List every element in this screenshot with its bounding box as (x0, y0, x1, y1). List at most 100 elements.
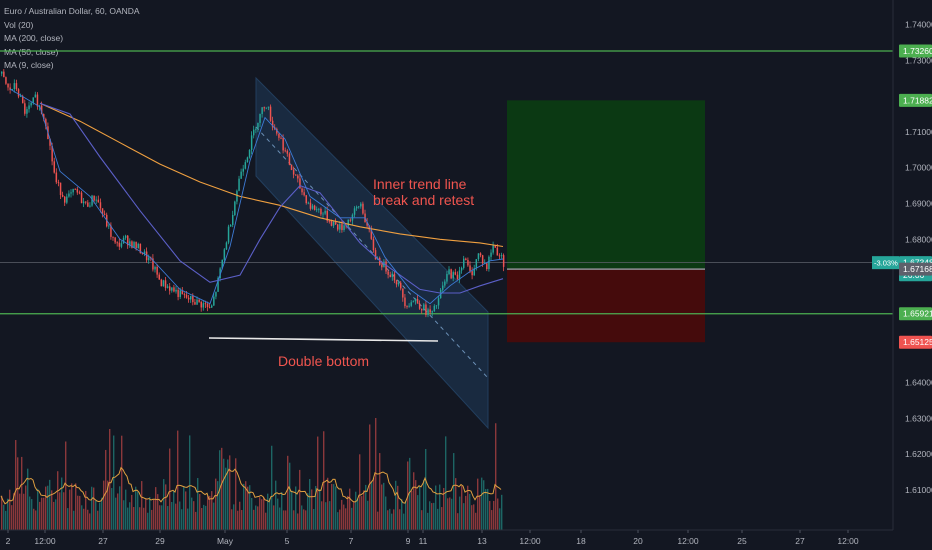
time-axis[interactable]: 2 12:00 27 29 May 5 7 9 11 13 12:00 18 20 12:00 25 27 12… (6, 530, 859, 546)
volume-bar (329, 501, 331, 530)
candle-body (103, 213, 106, 215)
candle-body (444, 281, 446, 286)
price-tick-label: 1.69000 (905, 199, 932, 209)
volume-bar (301, 505, 303, 530)
volume-bar (73, 510, 75, 530)
candle-body (349, 219, 352, 221)
ma50-line (39, 102, 504, 294)
volume-bar (365, 484, 367, 530)
volume-bar (207, 495, 209, 530)
volume-bar (267, 493, 269, 530)
candle-body (284, 150, 286, 152)
candle-body (343, 225, 345, 231)
volume-bar (381, 484, 383, 530)
price-label-text: 1.73260 (903, 46, 932, 56)
candle-body (114, 237, 116, 243)
time-tick-label: 7 (349, 536, 354, 546)
volume-bar (269, 498, 271, 530)
time-tick-label: 11 (419, 536, 428, 546)
candle-body (374, 250, 377, 260)
candle-body (467, 259, 469, 266)
candle-body (358, 206, 360, 208)
volume-bar (115, 497, 117, 530)
volume-bar (337, 512, 339, 530)
candle-body (347, 219, 349, 227)
candle-body (179, 290, 181, 297)
volume-bar (347, 495, 349, 530)
time-tick-label: 27 (795, 536, 805, 546)
volume-bar (275, 480, 277, 530)
candle-body (17, 89, 20, 97)
volume-bar (427, 512, 429, 530)
candle-body (477, 253, 480, 260)
volume-bar (413, 472, 415, 530)
volume-bar (55, 499, 57, 530)
candle-body (402, 288, 404, 298)
volume-bar (39, 501, 41, 530)
volume-bar (35, 510, 37, 530)
candle-body (118, 242, 121, 247)
candle-body (68, 193, 70, 197)
candle-body (110, 225, 112, 237)
price-axis[interactable]: 1.74000 1.73000 1.71000 1.70000 1.69000 1.680… (905, 20, 932, 495)
volume-bar (281, 492, 283, 530)
candle-body (366, 222, 368, 226)
volume-bar (87, 509, 89, 530)
indicator-ma9[interactable]: MA (9, close) (4, 60, 54, 70)
volume-bar (403, 513, 405, 530)
volume-bar (71, 483, 73, 530)
candle-body (276, 128, 278, 134)
volume-bar (475, 512, 477, 530)
volume-bar (51, 490, 53, 530)
candle-body (3, 71, 5, 78)
candle-body (463, 258, 465, 268)
volume-bar (221, 447, 223, 530)
volume-bar (211, 491, 213, 530)
volume-bar (437, 508, 439, 530)
candle-body (171, 287, 173, 291)
candle-body (15, 83, 18, 90)
candle-body (259, 113, 261, 123)
volume-bar (323, 431, 325, 530)
volume-bar (385, 496, 387, 530)
candle-body (414, 299, 417, 302)
candle-body (488, 256, 490, 270)
candle-body (97, 199, 100, 203)
volume-bar (209, 495, 211, 530)
candle-body (164, 280, 167, 288)
price-tick-label: 1.71000 (905, 127, 932, 137)
candle-body (208, 307, 211, 308)
candle-body (244, 162, 247, 169)
volume-bar (349, 488, 351, 530)
indicator-ma200[interactable]: MA (200, close) (4, 33, 64, 43)
volume-bar (355, 491, 357, 530)
candle-body (334, 221, 337, 225)
time-tick-label: 9 (406, 536, 411, 546)
volume-bar (457, 513, 459, 530)
candle-body (421, 308, 423, 311)
candle-body (9, 87, 11, 90)
volume-bar (425, 448, 427, 530)
volume-bar (463, 503, 465, 530)
candle-body (290, 164, 293, 170)
volume-bar (197, 478, 199, 530)
candle-body (320, 208, 322, 215)
candle-body (13, 83, 16, 90)
indicator-vol[interactable]: Vol (20) (4, 19, 34, 30)
candle-body (385, 261, 387, 272)
volume-bar (203, 504, 205, 530)
candle-body (26, 109, 28, 114)
volume-bar (351, 507, 353, 530)
candle-body (19, 96, 22, 98)
volume-bar (1, 495, 3, 530)
volume-bar (375, 418, 377, 530)
volume-bar (363, 490, 365, 530)
candle-body (135, 242, 137, 249)
volume-bar (435, 485, 437, 530)
volume-bar (41, 497, 43, 530)
candle-body (452, 272, 454, 279)
price-tick-label: 1.63000 (905, 413, 932, 423)
price-tick-label: 1.70000 (905, 163, 932, 173)
volume-bar (85, 490, 87, 530)
